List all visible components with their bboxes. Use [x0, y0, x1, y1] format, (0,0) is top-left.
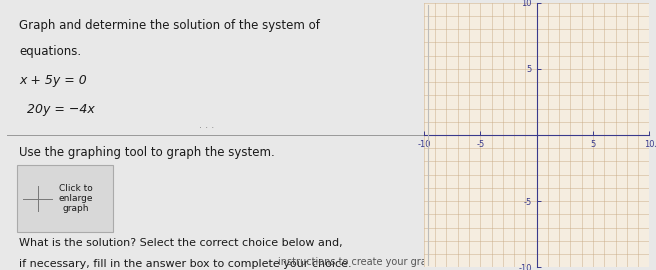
Text: . . .: . . .	[199, 120, 215, 130]
Text: 20y = −4x: 20y = −4x	[19, 103, 95, 116]
Text: if necessary, fill in the answer box to complete your choice.: if necessary, fill in the answer box to …	[19, 259, 352, 269]
Text: equations.: equations.	[19, 45, 81, 58]
Text: x: x	[655, 139, 656, 149]
Text: Graph and determine the solution of the system of: Graph and determine the solution of the …	[19, 19, 320, 32]
Text: Use the graphing tool to graph the system.: Use the graphing tool to graph the syste…	[19, 146, 275, 158]
Text: x + 5y = 0: x + 5y = 0	[19, 74, 87, 87]
Text: Click to
enlarge
graph: Click to enlarge graph	[59, 184, 93, 213]
FancyBboxPatch shape	[17, 166, 113, 232]
Text: What is the solution? Select the correct choice below and,: What is the solution? Select the correct…	[19, 238, 342, 248]
Text: instructions to create your graph: instructions to create your graph	[277, 257, 439, 267]
